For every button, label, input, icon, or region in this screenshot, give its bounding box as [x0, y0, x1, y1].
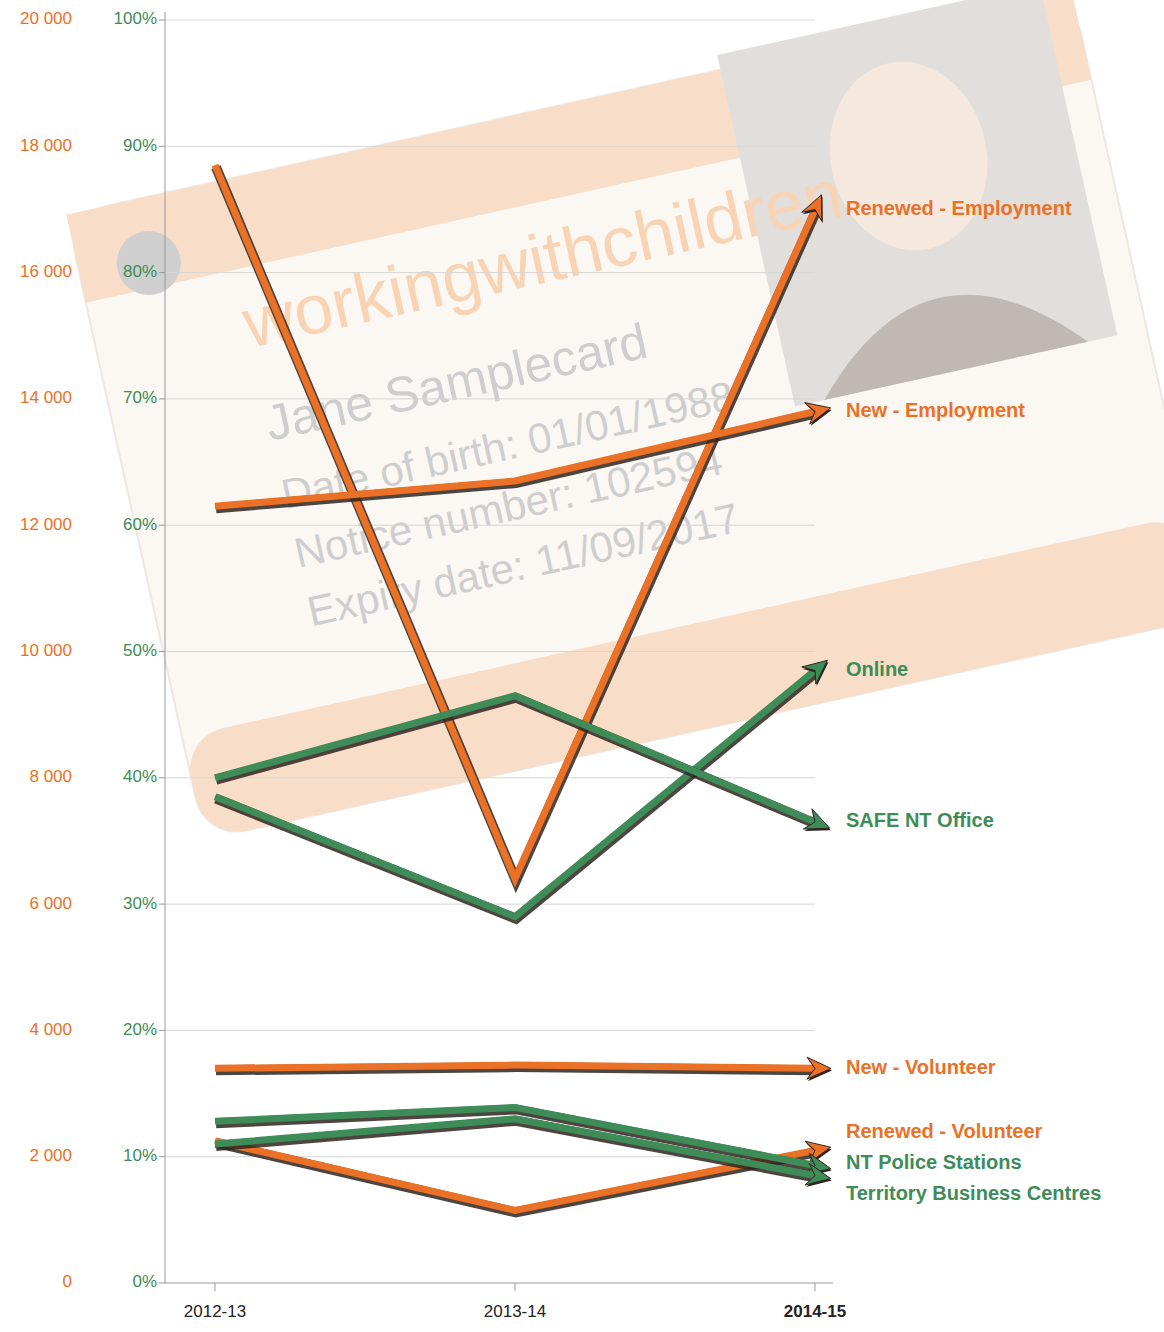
y-tick-label: 20 000 [20, 9, 72, 28]
series-line-shadow [216, 1121, 816, 1178]
y2-tick [159, 1156, 165, 1157]
card-emblem [111, 225, 187, 301]
y2-tick [159, 398, 165, 399]
y2-tick [159, 1030, 165, 1031]
plot-area [215, 165, 832, 1212]
y2-tick-label: 0% [132, 1272, 157, 1291]
y2-tick [159, 1283, 165, 1284]
arrowhead [805, 1163, 831, 1185]
y-tick-label: 2 000 [29, 1146, 72, 1165]
series-line [215, 165, 815, 879]
series-line-shadow [216, 672, 816, 918]
series-line-group [215, 696, 831, 831]
arrowhead [807, 1057, 831, 1079]
y-tick-label: 4 000 [29, 1020, 72, 1039]
series-line-shadow [216, 167, 816, 881]
y2-tick-label: 20% [123, 1020, 157, 1039]
series-label: New - Employment [846, 399, 1025, 421]
y2-tick [159, 651, 165, 652]
y2-tick [159, 525, 165, 526]
grid-line [165, 20, 815, 21]
grid-line [165, 146, 815, 147]
y-tick-label: 18 000 [20, 136, 72, 155]
y2-tick-label: 90% [123, 136, 157, 155]
grid-line [165, 1030, 815, 1031]
series-line-shadow [216, 414, 816, 509]
series-line [215, 696, 815, 822]
series-line-group [215, 403, 832, 509]
background-card: workingwithchildrenJane SamplecardDate o… [63, 0, 1164, 840]
arrowhead [802, 195, 822, 221]
x-axis [165, 1283, 833, 1284]
y2-tick [159, 777, 165, 778]
series-label: Territory Business Centres [846, 1182, 1101, 1204]
y2-tick [159, 20, 165, 21]
arrowhead [803, 809, 829, 829]
x-tick [815, 1283, 816, 1291]
grid-line [165, 525, 815, 526]
arrowhead [805, 403, 831, 425]
arrowhead [802, 660, 828, 684]
y-tick-label: 0 [63, 1272, 72, 1291]
y2-tick [159, 904, 165, 905]
series-label: Online [846, 658, 908, 680]
y-tick-label: 12 000 [20, 515, 72, 534]
y2-tick-label: 50% [123, 641, 157, 660]
y2-tick-label: 40% [123, 767, 157, 786]
series-line-group [215, 1107, 832, 1176]
card-photo-face [812, 46, 1005, 265]
y-tick-label: 14 000 [20, 388, 72, 407]
x-tick-label: 2014-15 [784, 1302, 846, 1321]
y-tick-label: 16 000 [20, 262, 72, 281]
y-tick-label: 10 000 [20, 641, 72, 660]
y2-tick-label: 70% [123, 388, 157, 407]
y2-tick-label: 10% [123, 1146, 157, 1165]
grid-line [165, 398, 815, 399]
y2-tick-label: 30% [123, 894, 157, 913]
series-line [215, 670, 815, 916]
y-tick-label: 6 000 [29, 894, 72, 913]
x-tick-label: 2012-13 [184, 1302, 246, 1321]
series-line-group [215, 1057, 832, 1081]
series-label: New - Volunteer [846, 1056, 996, 1078]
series-line-group [215, 165, 823, 881]
grid-line [165, 651, 815, 652]
series-line-group [215, 1119, 832, 1187]
x-tick [215, 1283, 216, 1291]
y2-tick-label: 100% [114, 9, 157, 28]
y2-tick-label: 80% [123, 262, 157, 281]
card-photo-shoulders [808, 268, 1088, 400]
series-line-group [215, 660, 828, 918]
series-line [215, 412, 815, 507]
x-tick-label: 2013-14 [484, 1302, 546, 1321]
x-tick [515, 1283, 516, 1291]
series-label: NT Police Stations [846, 1151, 1022, 1173]
series-line [215, 1119, 815, 1176]
y2-tick [159, 146, 165, 147]
y2-tick-label: 60% [123, 515, 157, 534]
series-line-shadow [216, 698, 816, 824]
series-label: Renewed - Employment [846, 197, 1072, 219]
y2-tick [159, 272, 165, 273]
series-label: Renewed - Volunteer [846, 1120, 1043, 1142]
series-label: SAFE NT Office [846, 809, 994, 831]
y-axis [165, 12, 166, 1283]
series-line [215, 1065, 815, 1068]
y-tick-label: 8 000 [29, 767, 72, 786]
chart: workingwithchildrenJane SamplecardDate o… [0, 0, 1164, 1332]
